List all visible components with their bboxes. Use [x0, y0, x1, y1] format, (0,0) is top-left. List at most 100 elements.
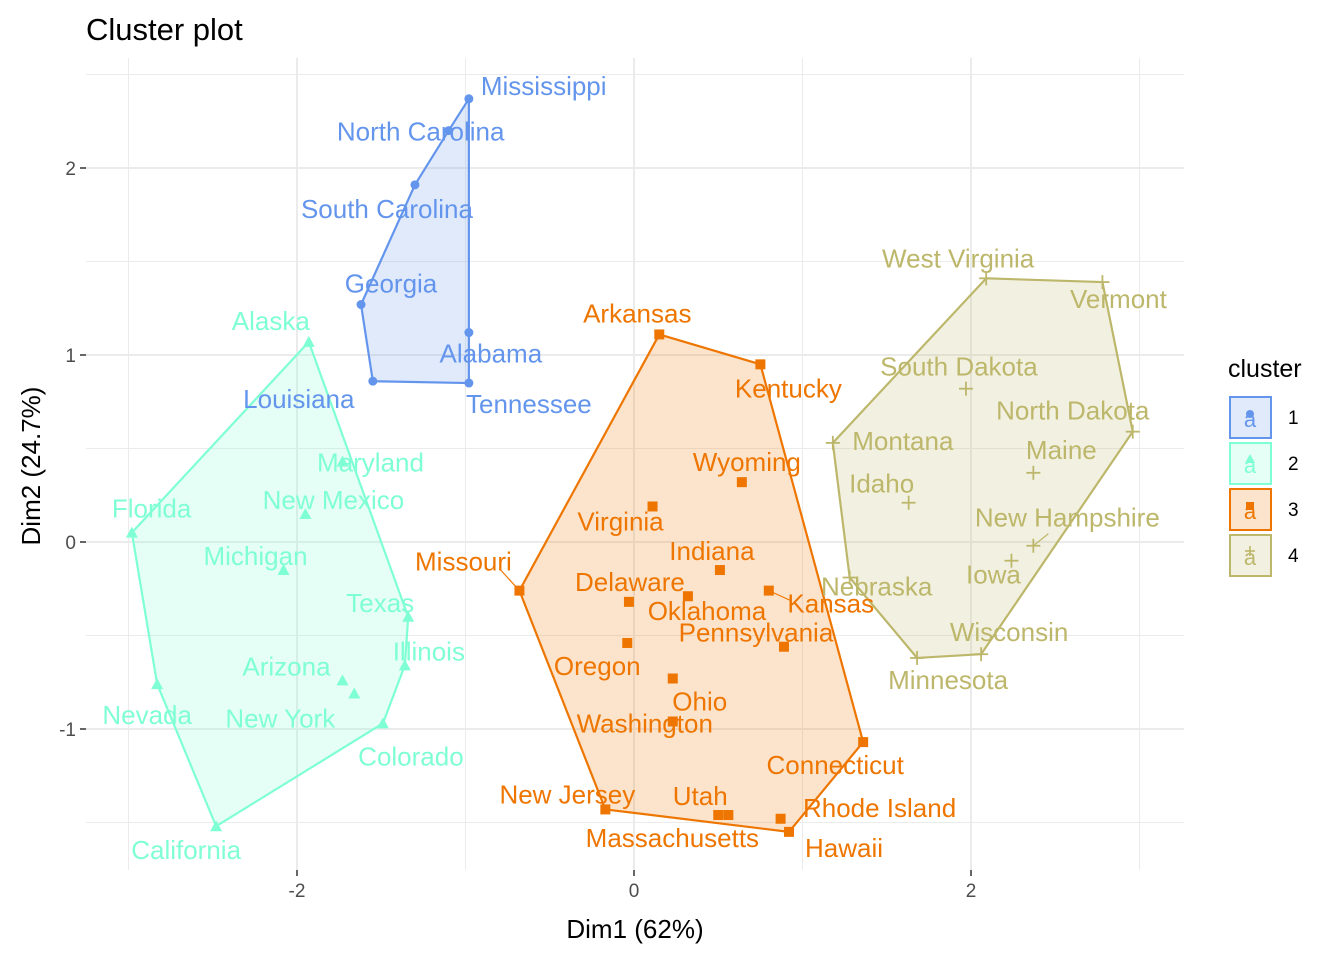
point-label: Minnesota: [888, 665, 1008, 695]
label-leader-line: [1032, 533, 1049, 547]
point-label: Washington: [577, 709, 713, 739]
data-point: [302, 335, 315, 347]
point-label: New York: [225, 703, 336, 733]
legend-key: [1229, 442, 1272, 485]
x-tick-label: -2: [289, 881, 306, 902]
axis-ticks: -2 0 2 -1 0 1 2: [59, 159, 976, 902]
data-point: [667, 673, 678, 684]
point-label: Montana: [852, 426, 954, 456]
point-label: North Carolina: [337, 117, 505, 147]
point-label: New Hampshire: [975, 503, 1160, 533]
point-label: Maryland: [317, 448, 424, 478]
point-label: Rhode Island: [803, 793, 956, 823]
x-tick-label: 2: [966, 881, 977, 902]
legend-marker: [1245, 454, 1255, 463]
data-point: [778, 641, 789, 652]
data-point: [682, 591, 693, 602]
point-label: Arizona: [242, 651, 331, 681]
point-label: Connecticut: [767, 750, 905, 780]
data-point: [974, 647, 989, 662]
legend-key-letter: a: [1244, 407, 1257, 432]
point-label: Illinois: [393, 636, 465, 666]
point-label: Wyoming: [693, 447, 801, 477]
data-point: [825, 435, 840, 450]
point-label: Michigan: [203, 541, 307, 571]
point-label: Massachusetts: [586, 823, 759, 853]
data-point: [464, 328, 474, 338]
data-point: [979, 271, 994, 286]
data-point: [1125, 424, 1140, 439]
data-point: [1095, 275, 1110, 290]
point-label: Idaho: [849, 469, 914, 499]
point-label: Delaware: [575, 567, 685, 597]
chart-title: Cluster plot: [86, 12, 243, 47]
label-leader-line: [768, 590, 792, 602]
point-label: Mississippi: [481, 71, 607, 101]
data-point: [755, 359, 766, 370]
data-point: [858, 737, 869, 748]
cluster-hulls: [130, 97, 1134, 833]
point-labels: Mississippi North Carolina South Carolina G…: [102, 71, 1167, 865]
legend-key-letter: a: [1244, 545, 1257, 570]
point-label: Hawaii: [805, 833, 883, 863]
data-point: [714, 565, 725, 576]
legend-key-letter: a: [1244, 453, 1257, 478]
cluster-1-hull: [359, 97, 470, 385]
cluster-4-hull: [831, 277, 1134, 660]
point-label: Florida: [112, 494, 192, 524]
y-tick-label: -1: [59, 720, 76, 741]
legend-marker: [1246, 502, 1254, 510]
point-label: West Virginia: [882, 243, 1035, 273]
data-point: [910, 650, 925, 665]
data-point: [654, 329, 665, 340]
data-point: [336, 455, 349, 467]
y-tick-label: 0: [65, 533, 76, 554]
point-label: New Jersey: [499, 779, 635, 809]
legend-label: 4: [1288, 546, 1299, 567]
data-point: [398, 659, 411, 671]
data-point: [444, 126, 454, 136]
point-label: Tennessee: [466, 389, 592, 419]
grid-lines: [86, 58, 1184, 870]
point-label: Missouri: [415, 547, 512, 577]
point-label: Kansas: [787, 589, 874, 619]
data-point: [376, 717, 389, 729]
data-point: [299, 507, 312, 519]
data-point: [842, 570, 857, 585]
legend: a 1a 2a 3a 4: [1229, 396, 1299, 577]
data-point: [277, 564, 290, 576]
point-label: Virginia: [577, 506, 664, 536]
data-point: [125, 526, 138, 538]
legend-marker: [1246, 410, 1254, 418]
data-point: [356, 300, 366, 310]
point-label: Colorado: [358, 741, 464, 771]
data-point: [151, 678, 164, 690]
point-label: Louisiana: [243, 384, 355, 414]
point-label: Oklahoma: [648, 596, 767, 626]
point-label: Arkansas: [583, 298, 691, 328]
data-point: [348, 687, 361, 699]
point-label: Nevada: [102, 700, 192, 730]
data-point: [1026, 465, 1041, 480]
legend-key: [1229, 396, 1272, 439]
data-point: [901, 495, 916, 510]
point-label: New Mexico: [263, 485, 405, 515]
legend-key: [1229, 534, 1272, 577]
data-point: [1004, 553, 1019, 568]
data-point: [464, 378, 474, 388]
point-label: Wisconsin: [950, 617, 1068, 647]
data-point: [402, 610, 415, 622]
data-point: [336, 674, 349, 686]
data-point: [647, 501, 658, 512]
data-point: [210, 820, 223, 832]
legend-label: 2: [1288, 454, 1299, 475]
point-label: North Dakota: [996, 396, 1150, 426]
data-point: [368, 376, 378, 386]
point-label: Maine: [1026, 435, 1097, 465]
y-axis-title: Dim2 (24.7%): [16, 387, 46, 546]
